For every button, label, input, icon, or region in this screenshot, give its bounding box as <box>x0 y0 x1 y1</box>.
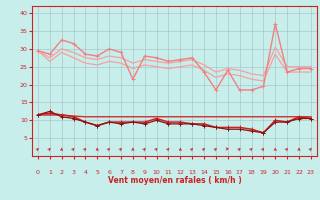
X-axis label: Vent moyen/en rafales ( km/h ): Vent moyen/en rafales ( km/h ) <box>108 176 241 185</box>
